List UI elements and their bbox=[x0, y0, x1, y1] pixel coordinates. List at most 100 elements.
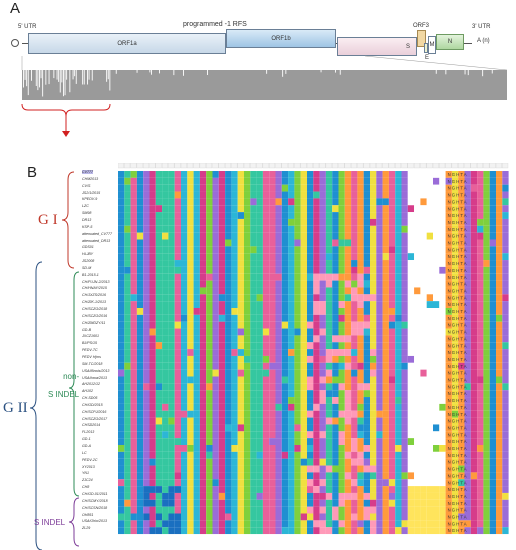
residue-cell bbox=[168, 177, 175, 185]
residue-cell bbox=[414, 314, 421, 322]
residue-cell bbox=[464, 376, 471, 384]
residue-cell bbox=[162, 465, 169, 473]
residue-cell bbox=[420, 431, 427, 439]
residue-cell bbox=[250, 431, 257, 439]
residue-cell bbox=[496, 349, 503, 356]
residue-cell bbox=[445, 397, 452, 404]
residue-cell bbox=[319, 321, 326, 329]
residue-cell bbox=[225, 246, 232, 254]
residue-cell bbox=[250, 472, 257, 480]
residue-cell bbox=[376, 445, 383, 452]
residue-cell bbox=[483, 342, 490, 350]
residue-cell bbox=[489, 451, 496, 459]
residue-cell bbox=[458, 342, 465, 350]
residue-cell bbox=[181, 218, 188, 226]
residue-cell bbox=[212, 451, 219, 459]
consensus-tail: N G H T A bbox=[448, 446, 467, 451]
residue-cell bbox=[433, 383, 440, 391]
residue-cell bbox=[307, 417, 314, 425]
residue-cell bbox=[332, 266, 339, 274]
residue-cell bbox=[363, 410, 370, 418]
residue-cell bbox=[464, 184, 471, 192]
residue-cell bbox=[244, 369, 251, 377]
residue-cell bbox=[370, 218, 377, 226]
residue-cell bbox=[420, 383, 427, 391]
strain-name: CH/JXZS/2016 bbox=[82, 293, 106, 298]
residue-cell bbox=[319, 212, 326, 219]
residue-cell bbox=[483, 171, 490, 178]
orf1b-segment: ORF1b bbox=[226, 29, 336, 48]
residue-cell bbox=[269, 383, 276, 391]
residue-cell bbox=[351, 191, 358, 199]
residue-cell bbox=[244, 451, 251, 459]
residue-cell bbox=[231, 479, 238, 487]
residue-cell bbox=[433, 273, 440, 281]
residue-cell bbox=[496, 225, 503, 233]
residue-cell bbox=[395, 225, 402, 233]
residue-cell bbox=[319, 458, 326, 466]
residue-cell bbox=[294, 349, 301, 356]
residue-cell bbox=[149, 424, 156, 432]
residue-cell bbox=[162, 335, 169, 343]
residue-cell bbox=[281, 225, 289, 233]
residue-cell bbox=[244, 335, 251, 343]
residue-cell bbox=[212, 465, 219, 473]
residue-cell bbox=[363, 438, 370, 445]
variable-site-tick bbox=[491, 70, 493, 74]
residue-cell bbox=[256, 321, 263, 329]
ruler-cell bbox=[256, 163, 263, 169]
residue-cell bbox=[382, 424, 389, 432]
residue-cell bbox=[250, 390, 257, 398]
residue-cell bbox=[212, 397, 219, 404]
residue-cell bbox=[237, 431, 244, 439]
residue-cell bbox=[275, 355, 282, 363]
consensus-tail: N G H T A bbox=[448, 405, 467, 410]
residue-cell bbox=[244, 362, 251, 370]
residue-cell bbox=[370, 301, 377, 308]
residue-cell bbox=[401, 328, 408, 336]
residue-cell bbox=[325, 335, 333, 343]
residue-cell bbox=[281, 445, 289, 452]
residue-cell bbox=[136, 321, 144, 329]
residue-cell bbox=[433, 205, 440, 213]
residue-cell bbox=[325, 253, 333, 261]
residue-cell bbox=[313, 321, 320, 329]
residue-cell bbox=[262, 458, 270, 466]
residue-cell bbox=[262, 177, 270, 185]
residue-cell bbox=[250, 397, 257, 404]
residue-cell bbox=[502, 390, 509, 398]
residue-cell bbox=[231, 184, 238, 192]
residue-cell bbox=[162, 506, 169, 514]
residue-cell bbox=[470, 472, 478, 480]
residue-cell bbox=[225, 212, 232, 219]
residue-cell bbox=[181, 225, 188, 233]
residue-cell bbox=[124, 253, 131, 261]
residue-cell bbox=[395, 184, 402, 192]
strain-name: BJ/PS/15 bbox=[82, 341, 97, 346]
residue-cell bbox=[256, 280, 263, 288]
residue-cell bbox=[332, 205, 339, 213]
residue-cell bbox=[332, 527, 339, 535]
residue-cell bbox=[351, 369, 358, 377]
residue-cell bbox=[451, 294, 459, 302]
consensus-tail: N G H T A bbox=[448, 193, 467, 198]
residue-cell bbox=[445, 260, 452, 267]
residue-cell bbox=[206, 342, 213, 350]
residue-cell bbox=[294, 177, 301, 185]
residue-cell bbox=[130, 232, 137, 240]
residue-cell bbox=[288, 410, 295, 418]
residue-cell bbox=[136, 403, 144, 411]
ruler-cell bbox=[275, 163, 282, 169]
residue-cell bbox=[502, 520, 509, 528]
residue-cell bbox=[439, 431, 446, 439]
non-indel-bracket bbox=[68, 271, 80, 497]
residue-cell bbox=[357, 458, 364, 466]
residue-cell bbox=[218, 287, 226, 295]
residue-cell bbox=[489, 445, 496, 452]
residue-cell bbox=[433, 212, 440, 219]
residue-cell bbox=[199, 527, 207, 535]
residue-cell bbox=[319, 184, 326, 192]
residue-cell bbox=[496, 191, 503, 199]
residue-cell bbox=[401, 506, 408, 514]
residue-cell bbox=[269, 438, 276, 445]
